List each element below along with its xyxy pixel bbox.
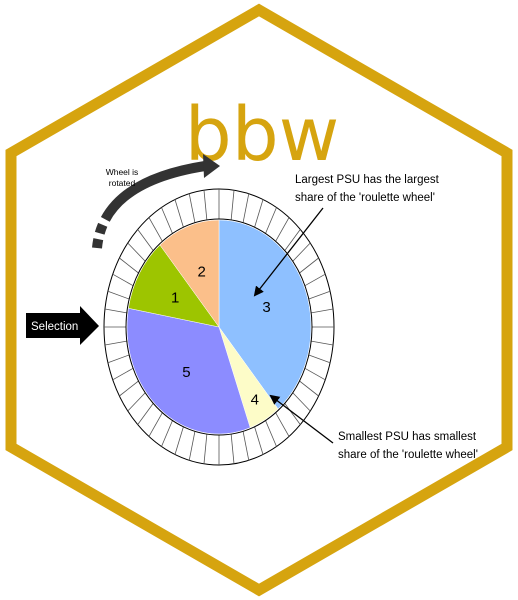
wheel-tick (230, 190, 235, 220)
wheel-tick (119, 380, 139, 397)
wheel-tick (112, 367, 134, 381)
wheel-tick (265, 207, 277, 234)
wheel-tick (127, 242, 146, 262)
wheel-segment-label-1: 1 (171, 290, 179, 307)
smallest-annotation-line1: Smallest PSU has smallest (338, 431, 477, 443)
wheel-segment-1 (128, 244, 220, 328)
largest-annotation-line2: share of the 'roulette wheel' (295, 192, 435, 204)
wheel-tick (188, 193, 196, 223)
wheel-tick (137, 403, 154, 425)
wheel-tick (242, 193, 250, 223)
largest-annotation: Largest PSU has the largest share of the… (253, 174, 440, 297)
smallest-annotation-line2: share of the 'roulette wheel' (338, 449, 478, 461)
rotation-indicator: Wheel is rotated (92, 154, 220, 249)
wheel-tick (299, 380, 319, 397)
wheel-segments (126, 219, 312, 435)
smallest-annotation-arrow (269, 394, 334, 444)
wheel-tick (265, 420, 277, 447)
rotation-label-line1: Wheel is (106, 167, 139, 177)
wheel-tick (119, 257, 139, 274)
wheel-tick (137, 229, 154, 251)
wheel-tick (254, 199, 264, 228)
wheel-tick (284, 229, 301, 251)
rotation-arrowhead (203, 154, 220, 178)
wheel-segment-labels: 3 4 5 1 2 (171, 264, 271, 409)
wheel-tick (148, 217, 163, 242)
wheel-tick (127, 392, 146, 412)
wheel-tick (275, 217, 290, 242)
wheel-segment-label-4: 4 (251, 391, 259, 408)
wheel-tick (112, 273, 134, 287)
wheel-tick (304, 273, 326, 287)
wheel-tick (104, 308, 127, 314)
wheel-tick (292, 392, 311, 412)
wheel-ticks (104, 189, 334, 465)
wheel-tick (161, 420, 173, 447)
wheel-tick (308, 354, 331, 364)
wheel-tick (284, 403, 301, 425)
selection-label: Selection (31, 321, 78, 333)
wheel-segment-label-3: 3 (262, 299, 270, 316)
wheel-tick (104, 340, 127, 346)
wheel-segment-2 (159, 219, 220, 328)
wheel-tick (304, 367, 326, 381)
wheel-tick (254, 426, 264, 455)
wheel-tick (292, 242, 311, 262)
wheel-tick (107, 354, 130, 364)
wheel-tick (107, 290, 130, 300)
wheel-tick (311, 308, 334, 314)
wheel-tick (161, 207, 173, 234)
largest-annotation-line1: Largest PSU has the largest (295, 174, 440, 186)
wheel-segment-label-2: 2 (198, 264, 206, 281)
wheel-tick (242, 431, 250, 461)
wheel-tick (275, 412, 290, 437)
smallest-annotation: Smallest PSU has smallest share of the '… (269, 394, 478, 461)
wheel-segment-5 (126, 307, 251, 435)
wheel-segment-label-5: 5 (182, 364, 190, 381)
selection-arrow (26, 306, 99, 345)
wheel-tick (203, 190, 208, 220)
wheel-tick (230, 434, 235, 464)
rotation-label-line2: rotated (109, 178, 136, 188)
rotation-arrow (92, 161, 206, 249)
wheel-tick (203, 434, 208, 464)
wheel-tick (174, 199, 184, 228)
wheel-tick (188, 431, 196, 461)
wheel-tick (308, 290, 331, 300)
wheel-tick (174, 426, 184, 455)
wheel-tick (311, 340, 334, 346)
wheel-segment-3 (218, 219, 312, 410)
wheel-tick (148, 412, 163, 437)
largest-annotation-arrow (253, 207, 324, 297)
selection-pointer: Selection (26, 306, 99, 345)
wheel-tick (299, 257, 319, 274)
roulette-wheel: 3 4 5 1 2 (103, 188, 335, 466)
